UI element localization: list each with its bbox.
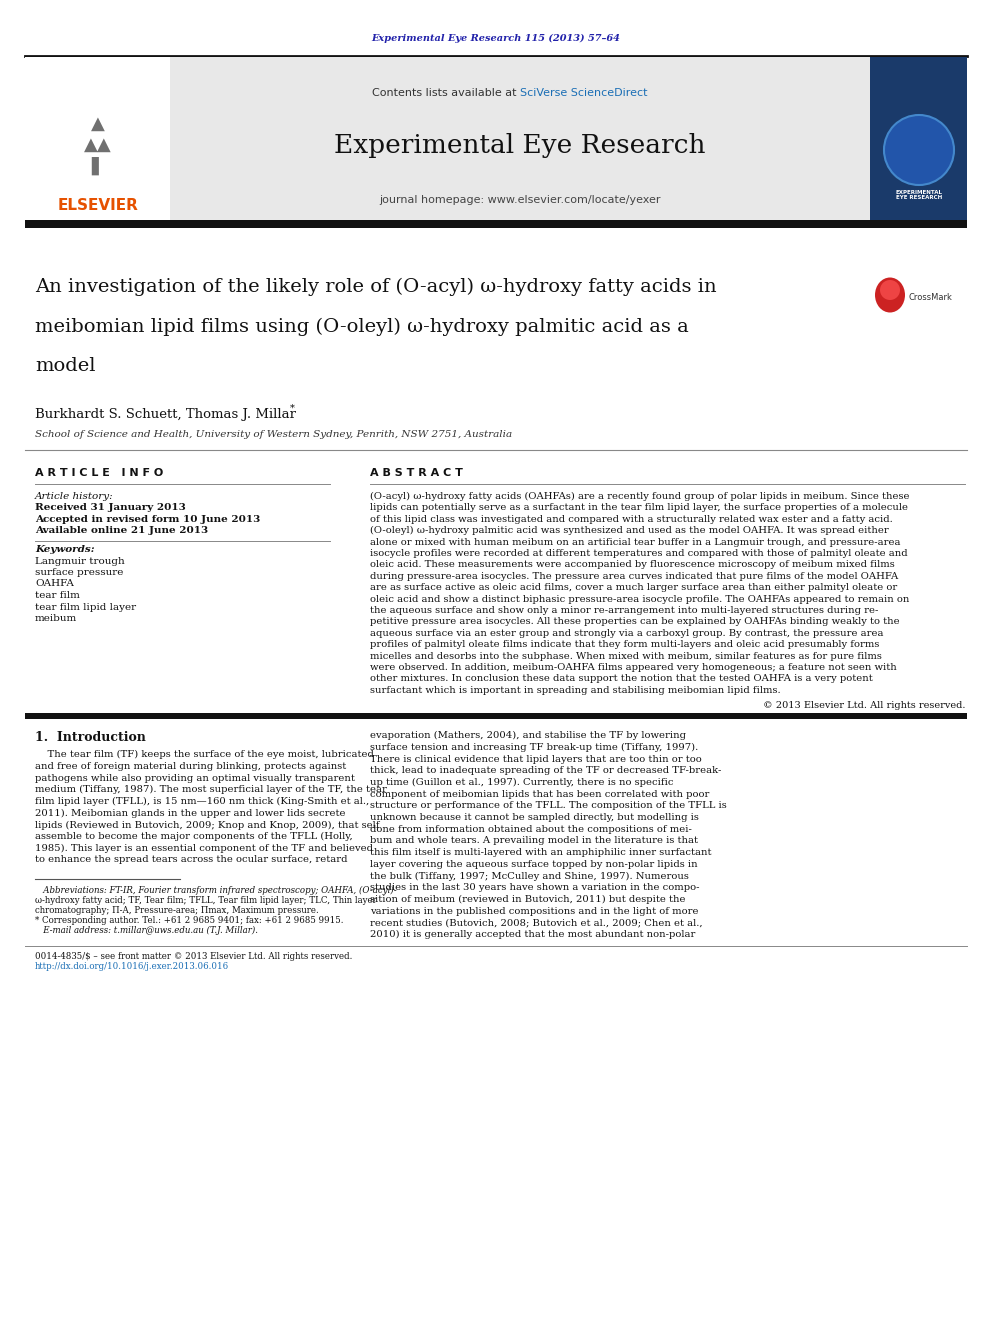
Text: CrossMark: CrossMark <box>908 294 952 303</box>
Text: 1.  Introduction: 1. Introduction <box>35 732 146 745</box>
Ellipse shape <box>880 280 900 300</box>
Text: film lipid layer (TFLL), is 15 nm—160 nm thick (King-Smith et al.,: film lipid layer (TFLL), is 15 nm—160 nm… <box>35 796 369 806</box>
Text: variations in the published compositions and in the light of more: variations in the published compositions… <box>370 906 698 916</box>
Text: Abbreviations: FT-IR, Fourier transform infrared spectroscopy; OAHFA, (O-acyl)-: Abbreviations: FT-IR, Fourier transform … <box>35 886 397 896</box>
Text: Experimental Eye Research: Experimental Eye Research <box>334 132 705 157</box>
Text: chromatography; Π-A, Pressure-area; Πmax, Maximum pressure.: chromatography; Π-A, Pressure-area; Πmax… <box>35 906 318 916</box>
Text: to enhance the spread tears across the ocular surface, retard: to enhance the spread tears across the o… <box>35 856 347 864</box>
Text: done from information obtained about the compositions of mei-: done from information obtained about the… <box>370 824 691 833</box>
Bar <box>170 57 870 220</box>
Text: An investigation of the likely role of (O-acyl) ω-hydroxy fatty acids in: An investigation of the likely role of (… <box>35 278 716 296</box>
Text: and free of foreign material during blinking, protects against: and free of foreign material during blin… <box>35 762 346 771</box>
Text: model: model <box>35 357 95 374</box>
Text: journal homepage: www.elsevier.com/locate/yexer: journal homepage: www.elsevier.com/locat… <box>379 194 661 205</box>
Text: surface pressure: surface pressure <box>35 568 123 577</box>
Text: *: * <box>290 404 295 413</box>
Text: other mixtures. In conclusion these data support the notion that the tested OAHF: other mixtures. In conclusion these data… <box>370 675 873 684</box>
Ellipse shape <box>875 278 905 312</box>
Text: during pressure-area isocycles. The pressure area curves indicated that pure fil: during pressure-area isocycles. The pres… <box>370 572 898 581</box>
Text: surface tension and increasing TF break-up time (Tiffany, 1997).: surface tension and increasing TF break-… <box>370 744 698 751</box>
Text: assemble to become the major components of the TFLL (Holly,: assemble to become the major components … <box>35 832 353 841</box>
Text: surfactant which is important in spreading and stabilising meibomian lipid films: surfactant which is important in spreadi… <box>370 685 781 695</box>
Text: thick, lead to inadequate spreading of the TF or decreased TF-break-: thick, lead to inadequate spreading of t… <box>370 766 721 775</box>
Text: Accepted in revised form 10 June 2013: Accepted in revised form 10 June 2013 <box>35 515 260 524</box>
Bar <box>25 713 967 718</box>
Text: (O-oleyl) ω-hydroxy palmitic acid was synthesized and used as the model OAHFA. I: (O-oleyl) ω-hydroxy palmitic acid was sy… <box>370 527 889 536</box>
Text: bum and whole tears. A prevailing model in the literature is that: bum and whole tears. A prevailing model … <box>370 836 698 845</box>
Text: sition of meibum (reviewed in Butovich, 2011) but despite the: sition of meibum (reviewed in Butovich, … <box>370 894 685 904</box>
Text: Langmuir trough: Langmuir trough <box>35 557 125 565</box>
Text: © 2013 Elsevier Ltd. All rights reserved.: © 2013 Elsevier Ltd. All rights reserved… <box>763 701 965 710</box>
Text: ω-hydroxy fatty acid; TF, Tear film; TFLL, Tear film lipid layer; TLC, Thin laye: ω-hydroxy fatty acid; TF, Tear film; TFL… <box>35 896 377 905</box>
Bar <box>25 220 967 228</box>
Text: http://dx.doi.org/10.1016/j.exer.2013.06.016: http://dx.doi.org/10.1016/j.exer.2013.06… <box>35 962 229 971</box>
Text: oleic acid. These measurements were accompanied by fluorescence microscopy of me: oleic acid. These measurements were acco… <box>370 561 895 569</box>
Text: tear film lipid layer: tear film lipid layer <box>35 602 136 611</box>
Text: oleic acid and show a distinct biphasic pressure-area isocycle profile. The OAHF: oleic acid and show a distinct biphasic … <box>370 594 910 603</box>
Text: ▲
▲▲
▌: ▲ ▲▲ ▌ <box>84 115 112 175</box>
Text: were observed. In addition, meibum-OAHFA films appeared very homogeneous; a feat: were observed. In addition, meibum-OAHFA… <box>370 663 897 672</box>
Text: pathogens while also providing an optimal visually transparent: pathogens while also providing an optima… <box>35 774 355 783</box>
Text: Burkhardt S. Schuett, Thomas J. Millar: Burkhardt S. Schuett, Thomas J. Millar <box>35 407 296 421</box>
Text: medium (Tiffany, 1987). The most superficial layer of the TF, the tear: medium (Tiffany, 1987). The most superfi… <box>35 786 387 794</box>
Text: lipids (Reviewed in Butovich, 2009; Knop and Knop, 2009), that self: lipids (Reviewed in Butovich, 2009; Knop… <box>35 820 380 830</box>
Text: * Corresponding author. Tel.: +61 2 9685 9401; fax: +61 2 9685 9915.: * Corresponding author. Tel.: +61 2 9685… <box>35 917 343 925</box>
Text: Available online 21 June 2013: Available online 21 June 2013 <box>35 527 208 536</box>
Text: micelles and desorbs into the subphase. When mixed with meibum, similar features: micelles and desorbs into the subphase. … <box>370 652 882 660</box>
Text: of this lipid class was investigated and compared with a structurally related wa: of this lipid class was investigated and… <box>370 515 893 524</box>
Text: 2010) it is generally accepted that the most abundant non-polar: 2010) it is generally accepted that the … <box>370 930 695 939</box>
Text: There is clinical evidence that lipid layers that are too thin or too: There is clinical evidence that lipid la… <box>370 754 701 763</box>
Text: The tear film (TF) keeps the surface of the eye moist, lubricated: The tear film (TF) keeps the surface of … <box>35 750 374 759</box>
Text: Experimental Eye Research 115 (2013) 57–64: Experimental Eye Research 115 (2013) 57–… <box>372 33 620 42</box>
Text: this film itself is multi-layered with an amphiphilic inner surfactant: this film itself is multi-layered with a… <box>370 848 711 857</box>
Text: A R T I C L E   I N F O: A R T I C L E I N F O <box>35 468 164 478</box>
Text: SciVerse ScienceDirect: SciVerse ScienceDirect <box>520 89 648 98</box>
Text: evaporation (Mathers, 2004), and stabilise the TF by lowering: evaporation (Mathers, 2004), and stabili… <box>370 732 686 741</box>
Text: studies in the last 30 years have shown a variation in the compo-: studies in the last 30 years have shown … <box>370 884 699 892</box>
Text: meibomian lipid films using (O-oleyl) ω-hydroxy palmitic acid as a: meibomian lipid films using (O-oleyl) ω-… <box>35 318 688 336</box>
Text: OAHFA: OAHFA <box>35 579 73 589</box>
Text: recent studies (Butovich, 2008; Butovich et al., 2009; Chen et al.,: recent studies (Butovich, 2008; Butovich… <box>370 918 702 927</box>
Text: A B S T R A C T: A B S T R A C T <box>370 468 463 478</box>
Text: alone or mixed with human meibum on an artificial tear buffer in a Langmuir trou: alone or mixed with human meibum on an a… <box>370 537 901 546</box>
Text: structure or performance of the TFLL. The composition of the TFLL is: structure or performance of the TFLL. Th… <box>370 802 727 811</box>
Text: meibum: meibum <box>35 614 77 623</box>
Text: EXPERIMENTAL
EYE RESEARCH: EXPERIMENTAL EYE RESEARCH <box>896 189 942 200</box>
Bar <box>870 57 967 220</box>
Text: lipids can potentially serve as a surfactant in the tear film lipid layer, the s: lipids can potentially serve as a surfac… <box>370 503 908 512</box>
Text: Keywords:: Keywords: <box>35 545 94 554</box>
Bar <box>25 57 170 220</box>
Bar <box>870 57 967 220</box>
Text: aqueous surface via an ester group and strongly via a carboxyl group. By contras: aqueous surface via an ester group and s… <box>370 628 884 638</box>
Text: 2011). Meibomian glands in the upper and lower lids secrete: 2011). Meibomian glands in the upper and… <box>35 808 345 818</box>
Text: isocycle profiles were recorded at different temperatures and compared with thos: isocycle profiles were recorded at diffe… <box>370 549 908 558</box>
Text: E-mail address: t.millar@uws.edu.au (T.J. Millar).: E-mail address: t.millar@uws.edu.au (T.J… <box>35 926 258 935</box>
Text: 0014-4835/$ – see front matter © 2013 Elsevier Ltd. All rights reserved.: 0014-4835/$ – see front matter © 2013 El… <box>35 953 352 962</box>
Text: tear film: tear film <box>35 591 80 601</box>
Text: are as surface active as oleic acid films, cover a much larger surface area than: are as surface active as oleic acid film… <box>370 583 897 593</box>
Text: the aqueous surface and show only a minor re-arrangement into multi-layered stru: the aqueous surface and show only a mino… <box>370 606 878 615</box>
Text: Article history:: Article history: <box>35 492 114 501</box>
Text: unknown because it cannot be sampled directly, but modelling is: unknown because it cannot be sampled dir… <box>370 814 699 822</box>
Text: the bulk (Tiffany, 1997; McCulley and Shine, 1997). Numerous: the bulk (Tiffany, 1997; McCulley and Sh… <box>370 872 688 881</box>
Text: profiles of palmityl oleate films indicate that they form multi-layers and oleic: profiles of palmityl oleate films indica… <box>370 640 879 650</box>
Text: 1985). This layer is an essential component of the TF and believed: 1985). This layer is an essential compon… <box>35 844 373 853</box>
Text: petitive pressure area isocycles. All these properties can be explained by OAHFA: petitive pressure area isocycles. All th… <box>370 618 900 626</box>
Text: layer covering the aqueous surface topped by non-polar lipids in: layer covering the aqueous surface toppe… <box>370 860 697 869</box>
Text: Received 31 January 2013: Received 31 January 2013 <box>35 504 186 512</box>
Text: School of Science and Health, University of Western Sydney, Penrith, NSW 2751, A: School of Science and Health, University… <box>35 430 512 439</box>
Text: (O-acyl) ω-hydroxy fatty acids (OAHFAs) are a recently found group of polar lipi: (O-acyl) ω-hydroxy fatty acids (OAHFAs) … <box>370 492 910 501</box>
Text: up time (Guillon et al., 1997). Currently, there is no specific: up time (Guillon et al., 1997). Currentl… <box>370 778 674 787</box>
Text: ELSEVIER: ELSEVIER <box>58 197 139 213</box>
Ellipse shape <box>884 115 954 185</box>
Text: Contents lists available at: Contents lists available at <box>372 89 520 98</box>
Text: component of meibomian lipids that has been correlated with poor: component of meibomian lipids that has b… <box>370 790 709 799</box>
